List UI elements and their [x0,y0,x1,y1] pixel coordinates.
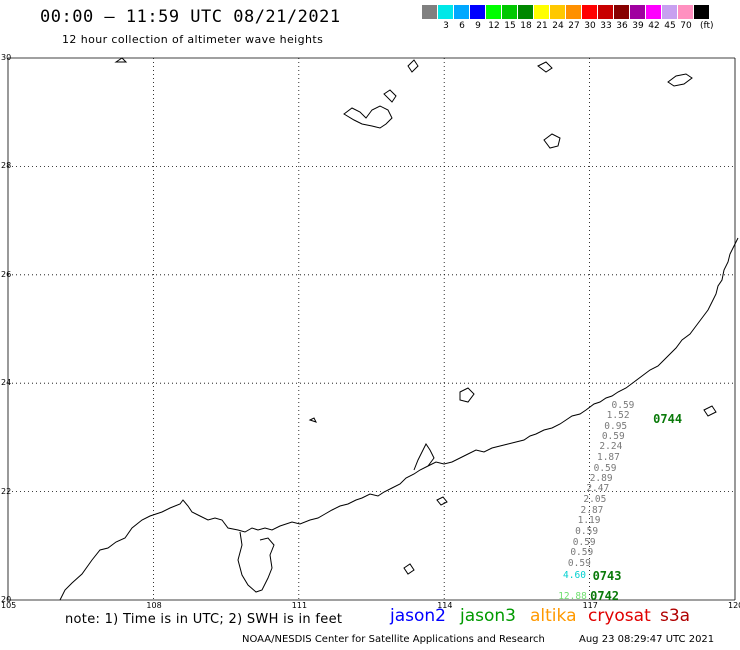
island-10 [537,61,553,73]
island-11 [114,57,128,63]
swh-value: 1.19 [577,515,601,527]
satellite-label: jason2 [390,606,446,626]
color-swatch [630,5,646,19]
pearl-river-islands [413,443,435,471]
island-4 [403,563,415,575]
color-swatch [486,5,502,19]
swh-value: 4.60 [563,570,586,582]
map-grid [7,57,736,601]
island-2 [459,387,475,403]
island-5 [343,105,393,129]
pass-time-label: 0742 [590,589,620,604]
color-swatch [662,5,678,19]
color-swatch [614,5,630,19]
color-swatch [534,5,550,19]
pass-time-label: 0743 [592,568,622,583]
satellite-label: altika [530,606,577,626]
lat-tick-label: 22 [1,486,12,496]
color-swatch [678,5,694,19]
color-swatch [646,5,662,19]
scale-label: 36 [616,21,628,31]
credit: NOAA/NESDIS Center for Satellite Applica… [242,634,545,645]
color-swatch [598,5,614,19]
swh-value: 0.59 [567,558,591,570]
lat-tick-label: 20 [1,595,12,604]
scale-label: 39 [632,21,644,31]
lon-tick-label: 111 [291,601,308,610]
island-9 [667,73,693,87]
mainland-coastline [59,237,739,601]
swh-value: 0.59 [572,536,596,548]
color-swatch [582,5,598,19]
island-7 [407,59,419,73]
island-6 [383,89,397,103]
color-swatch [422,5,438,19]
swh-value: 0.59 [601,430,625,442]
lon-tick-label: 114 [437,601,453,610]
leizhou-peninsula [237,531,275,593]
scale-label: 3 [443,21,449,31]
scale-label: 18 [520,21,532,31]
scale-label: 45 [664,21,676,31]
lon-tick-label: 117 [582,601,598,610]
scale-label: 6 [459,21,465,31]
scale-label: 70 [680,21,692,31]
lon-tick-label: 120 [728,601,740,610]
swh-value: 2.47 [586,483,610,495]
swh-value: 2.89 [589,472,613,484]
scale-label: 33 [600,21,612,31]
color-swatch [550,5,566,19]
swh-value: 0.59 [575,526,599,538]
swh-value: 1.87 [596,451,620,463]
timestamp: Aug 23 08:29:47 UTC 2021 [579,634,715,645]
color-swatch [502,5,518,19]
satellite-label: s3a [660,606,691,626]
lat-tick-label: 28 [1,161,12,171]
lon-tick-label: 108 [146,601,162,610]
scale-label: 15 [504,21,516,31]
scale-label: 21 [536,21,548,31]
lat-tick-label: 30 [1,53,12,62]
chart-subtitle: 12 hour collection of altimeter wave hei… [62,33,324,46]
swh-value: 0.95 [604,420,628,432]
satellite-label: cryosat [588,606,651,626]
scale-label: 12 [488,21,500,31]
lat-tick-label: 26 [1,269,12,279]
swh-value: 2.87 [580,505,604,517]
scale-label: 27 [568,21,580,31]
swh-value: 2.05 [583,493,607,505]
coastline [59,57,739,601]
pass-time-label: 0744 [653,411,683,426]
lat-tick-label: 24 [1,378,12,388]
island-12 [308,417,317,423]
swh-value: 12.88 [558,590,587,602]
color-scale-unit: (ft) [700,21,714,31]
swh-value: 0.59 [593,462,617,474]
color-swatch [518,5,534,19]
satellite-label: jason3 [460,606,516,626]
island-3 [703,405,717,417]
color-scale-labels: 3 6 9 12 15 18 21 24 27 30 33 36 39 42 45 70 [422,21,694,31]
color-swatch [694,5,710,19]
swh-value: 0.59 [611,399,635,411]
scale-label: 9 [475,21,481,31]
island-1 [436,496,448,506]
color-swatch [454,5,470,19]
swh-value: 0.59 [570,547,594,559]
chart-title: 00:00 – 11:59 UTC 08/21/2021 [40,7,341,27]
swh-value: 2.24 [599,441,623,453]
lon-tick-label: 105 [1,601,17,610]
scale-label: 42 [648,21,660,31]
scale-label: 24 [552,21,564,31]
color-swatch [566,5,582,19]
color-swatch [438,5,454,19]
color-scale [422,5,710,19]
island-8 [543,133,561,149]
swh-value: 1.52 [606,410,630,422]
units-note: note: 1) Time is in UTC; 2) SWH is in fe… [65,612,343,627]
color-swatch [470,5,486,19]
scale-label: 30 [584,21,596,31]
